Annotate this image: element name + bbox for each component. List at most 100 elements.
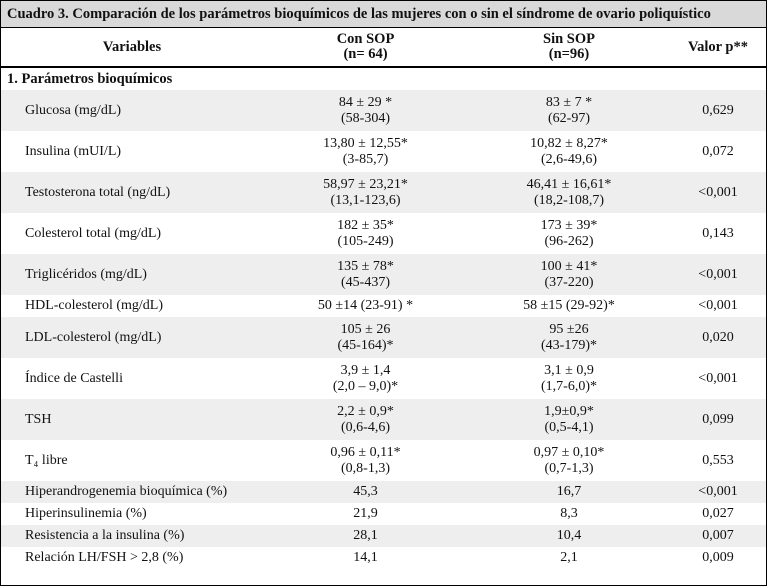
table-row: Resistencia a la insulina (%) 28,1 10,4 … [1,525,766,547]
table-row: Testosterona total (ng/dL) 58,97 ± 23,21… [1,172,766,213]
header-sin-sop-n: (n=96) [548,46,590,62]
con-sop-cell: 182 ± 35* (105-249) [263,213,468,254]
p-value-cell: 0,009 [702,550,734,565]
sin-sop-cell: 83 ± 7 * (62-97) [468,90,670,131]
con-sop-mean: 58,97 ± 23,21* [323,176,408,192]
con-sop-cell: 2,2 ± 0,9* (0,6-4,6) [263,399,468,440]
sin-sop-mean: 83 ± 7 * [545,94,593,110]
table-row: Triglicéridos (mg/dL) 135 ± 78* (45-437) … [1,254,766,295]
sin-sop-cell: 2,1 [560,550,578,565]
data-table: Variables Con SOP (n= 64) Sin SOP (n=96) V… [1,28,766,569]
row-label: Hiperandrogenemia bioquímica (%) [1,481,263,503]
p-value-cell: <0,001 [670,172,766,213]
con-sop-cell: 135 ± 78* (45-437) [263,254,468,295]
con-sop-mean: 13,80 ± 12,55* [323,135,408,151]
header-sin-sop-label: Sin SOP [543,31,595,47]
p-value-cell: 0,143 [702,225,734,241]
sin-sop-cell: 173 ± 39* (96-262) [468,213,670,254]
row-label: Hiperinsulinemia (%) [25,506,147,521]
table-row: Relación LH/FSH > 2,8 (%) 14,1 2,1 0,009 [1,547,766,569]
sin-sop-mean: 95 ±26 [549,321,589,337]
row-label: Triglicéridos (mg/dL) [1,254,263,295]
sin-sop-mean: 10,82 ± 8,27* [530,135,608,151]
p-value-cell: 0,099 [670,399,766,440]
row-label: Colesterol total (mg/dL) [25,225,162,241]
table-row: Colesterol total (mg/dL) 182 ± 35* (105-2… [1,213,766,254]
sin-sop-cell: 3,1 ± 0,9 (1,7-6,0)* [468,358,670,399]
con-sop-cell: 58,97 ± 23,21* (13,1-123,6) [263,172,468,213]
con-sop-cell: 45,3 [263,481,468,503]
con-sop-range: (45-164)* [337,337,394,353]
header-con-sop-n: (n= 64) [343,46,388,62]
sin-sop-cell: 100 ± 41* (37-220) [468,254,670,295]
table-row: T₄ libre 0,96 ± 0,11* (0,8-1,3) 0,97 ± 0,… [1,440,766,481]
sin-sop-range: (37-220) [544,274,594,290]
row-label: Índice de Castelli [25,370,123,386]
con-sop-cell: 0,96 ± 0,11* (0,8-1,3) [263,440,468,481]
table-row: LDL-colesterol (mg/dL) 105 ± 26 (45-164)*… [1,317,766,358]
con-sop-range: (0,6-4,6) [341,419,390,435]
con-sop-cell: 14,1 [353,550,378,565]
sin-sop-range: (1,7-6,0)* [541,378,597,394]
p-value-cell: 0,007 [670,525,766,547]
con-sop-mean: 135 ± 78* [337,258,394,274]
header-con-sop-label: Con SOP [336,31,395,47]
sin-sop-mean: 100 ± 41* [540,258,598,274]
con-sop-cell: 3,9 ± 1,4 (2,0 – 9,0)* [263,358,468,399]
sin-sop-cell: 16,7 [468,481,670,503]
row-label: TSH [1,399,263,440]
section-title: 1. Parámetros bioquímicos [7,71,173,87]
con-sop-cell: 28,1 [263,525,468,547]
p-value-cell: 0,020 [670,317,766,358]
sin-sop-cell: 1,9±0,9* (0,5-4,1) [468,399,670,440]
con-sop-mean: 84 ± 29 * [338,94,393,110]
con-sop-mean: 182 ± 35* [337,217,394,233]
con-sop-range: (45-437) [341,274,390,290]
table-caption: Cuadro 3. Comparación de los parámetros … [1,1,766,28]
sin-sop-mean: 46,41 ± 16,61* [526,176,612,192]
table-row: Hiperinsulinemia (%) 21,9 8,3 0,027 [1,503,766,525]
con-sop-range: (13,1-123,6) [330,192,401,208]
row-label: T₄ libre [25,452,68,468]
section-row: 1. Parámetros bioquímicos [1,67,766,90]
table-row: TSH 2,2 ± 0,9* (0,6-4,6) 1,9±0,9* (0,5-4,1… [1,399,766,440]
sin-sop-cell: 8,3 [560,506,578,521]
con-sop-cell: 50 ±14 (23-91) * [317,298,414,313]
con-sop-range: (3-85,7) [342,151,389,167]
con-sop-range: (0,8-1,3) [341,460,390,476]
p-value-cell: <0,001 [698,298,738,313]
p-value-cell: <0,001 [670,254,766,295]
p-value-cell: <0,001 [670,481,766,503]
sin-sop-cell: 10,82 ± 8,27* (2,6-49,6) [468,131,670,172]
con-sop-cell: 13,80 ± 12,55* (3-85,7) [263,131,468,172]
sin-sop-cell: 10,4 [468,525,670,547]
sin-sop-cell: 95 ±26 (43-179)* [468,317,670,358]
p-value-cell: 0,072 [702,143,734,159]
con-sop-cell: 21,9 [353,506,378,521]
con-sop-mean: 2,2 ± 0,9* [337,403,394,419]
table-row: Índice de Castelli 3,9 ± 1,4 (2,0 – 9,0)*… [1,358,766,399]
sin-sop-mean: 0,97 ± 0,10* [533,444,605,460]
con-sop-mean: 105 ± 26 [340,321,391,337]
con-sop-range: (105-249) [337,233,394,249]
sin-sop-range: (96-262) [544,233,594,249]
con-sop-cell: 105 ± 26 (45-164)* [263,317,468,358]
sin-sop-range: (43-179)* [541,337,597,353]
row-label: Insulina (mUI/L) [25,143,122,159]
row-label: Glucosa (mg/dL) [1,90,263,131]
table-row: Glucosa (mg/dL) 84 ± 29 * (58-304) 83 ± 7… [1,90,766,131]
sin-sop-cell: 58 ±15 (29-92)* [523,298,615,313]
row-label: LDL-colesterol (mg/dL) [1,317,263,358]
con-sop-cell: 84 ± 29 * (58-304) [263,90,468,131]
row-label: Testosterona total (ng/dL) [1,172,263,213]
header-con-sop: Con SOP (n= 64) [263,28,468,68]
header-p-value: Valor p** [670,28,766,68]
sin-sop-range: (62-97) [548,110,590,126]
sin-sop-range: (0,7-1,3) [544,460,594,476]
row-label: Relación LH/FSH > 2,8 (%) [25,550,184,565]
header-row: Variables Con SOP (n= 64) Sin SOP (n=96) V… [1,28,766,68]
sin-sop-mean: 1,9±0,9* [544,403,594,419]
sin-sop-mean: 173 ± 39* [540,217,598,233]
row-label: HDL-colesterol (mg/dL) [25,298,164,313]
